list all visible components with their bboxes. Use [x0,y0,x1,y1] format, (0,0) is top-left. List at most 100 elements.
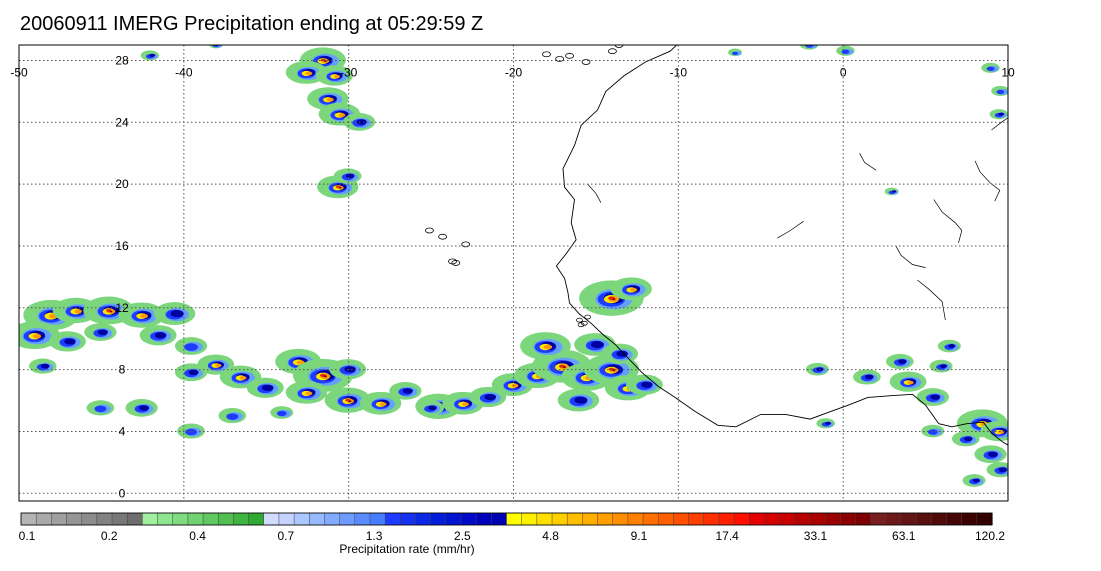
colorbar-swatch [764,512,781,526]
precip-cell [865,374,874,380]
precip-cell [379,402,387,407]
precip-cell [641,381,653,388]
colorbar-swatch [597,512,614,526]
colorbar-swatch [475,512,492,526]
precip-cell [972,478,981,483]
precip-cell [630,287,638,292]
colorbar-swatch [81,512,98,526]
precip-cell [239,376,247,380]
colorbar-swatch [673,512,690,526]
precip-cell [825,421,832,425]
longitude-label: -10 [670,65,688,79]
colorbar-swatch [51,512,68,526]
colorbar-swatch [946,512,963,526]
island-outline [555,56,565,62]
colorbar-swatch [460,512,477,526]
precip-cell [261,384,274,391]
colorbar-swatch [521,512,538,526]
precip-cell [998,112,1005,116]
island-outline [614,45,624,48]
island-outline [565,52,574,59]
precip-cell [184,343,198,351]
island-outline [425,227,434,234]
latitude-label: 0 [119,486,126,500]
precip-cell [948,344,956,349]
precip-cell [305,71,313,76]
colorbar-swatch [66,512,83,526]
colorbar-swatch [491,512,508,526]
precip-cell [188,369,199,376]
colorbar-swatch [384,512,401,526]
colorbar-swatch [536,512,553,526]
island-outline [438,233,448,240]
longitude-label: -30 [340,65,358,79]
latitude-label: 24 [115,115,129,129]
latitude-label: 28 [115,53,129,67]
latitude-label: 16 [115,239,129,253]
precip-cell [841,49,850,54]
precip-cell [109,310,113,313]
africa-coastline [555,45,1008,446]
latitude-label: 4 [119,424,126,438]
precip-cell [996,89,1005,95]
island-outline [576,317,583,323]
colorbar-swatch [915,512,932,526]
precip-cell [326,97,334,102]
colorbar-swatch [506,512,523,526]
colorbar-swatch [900,512,917,526]
longitude-label: -50 [10,65,28,79]
precip-cell [276,410,287,417]
colorbar-swatch [293,512,310,526]
colorbar-swatch [657,512,675,526]
inland-water-outline [974,160,1001,202]
colorbar-tick-label: 1.3 [366,529,383,543]
colorbar-swatch [642,512,659,526]
colorbar-swatch [96,512,113,526]
precip-cell [356,119,367,125]
colorbar-swatch [217,512,235,526]
colorbar-tick-label: 2.5 [454,529,471,543]
colorbar-tick-label: 0.2 [101,529,118,543]
precip-cell [185,428,197,436]
colorbar-swatch [931,512,948,526]
colorbar-swatch [248,512,265,526]
colorbar-tick-label: 120.2 [975,529,1005,543]
colorbar-swatch [627,512,644,526]
colorbar-swatch [809,512,826,526]
colorbar-swatch [612,512,629,526]
precip-cell [154,332,167,339]
colorbar-tick-label: 63.1 [892,529,916,543]
precip-cell [562,366,566,369]
colorbar-labels: 0.1 0.2 0.4 0.7 1.3 2.5 4.8 9.1 17.4 33.1 63.1 120.… [19,529,1006,543]
precip-cell [348,400,352,403]
colorbar-frame [20,512,993,526]
precip-cell [930,394,941,400]
colorbar-swatch [309,512,326,526]
colorbar-tick-label: 0.1 [19,529,36,543]
colorbar-swatch [688,512,705,526]
colorbar-swatch [324,512,341,526]
inland-water-outline [587,183,602,203]
colorbar-swatch [961,512,978,526]
precip-cell [590,340,604,349]
colorbar-swatch [339,512,356,526]
longitude-label: -20 [505,65,523,79]
longitude-label: 10 [1001,65,1015,79]
longitude-label: -40 [175,65,193,79]
island-outline [542,51,551,58]
colorbar-tick-label: 33.1 [804,529,828,543]
colorbar-swatch [779,512,796,526]
map-frame [18,44,1009,502]
colorbar-tick-label: 4.8 [542,529,559,543]
island-outline [608,48,617,55]
precip-cell [574,396,588,404]
colorbar-swatch [870,512,887,526]
precip-cell [987,451,999,458]
colorbar-swatch [157,512,174,526]
colorbar-swatch [400,512,417,526]
latitude-label: 20 [115,177,129,191]
colorbar-swatch [551,512,568,526]
colorbar-swatch [126,512,144,526]
colorbar [20,512,993,526]
precip-cell [139,405,150,411]
